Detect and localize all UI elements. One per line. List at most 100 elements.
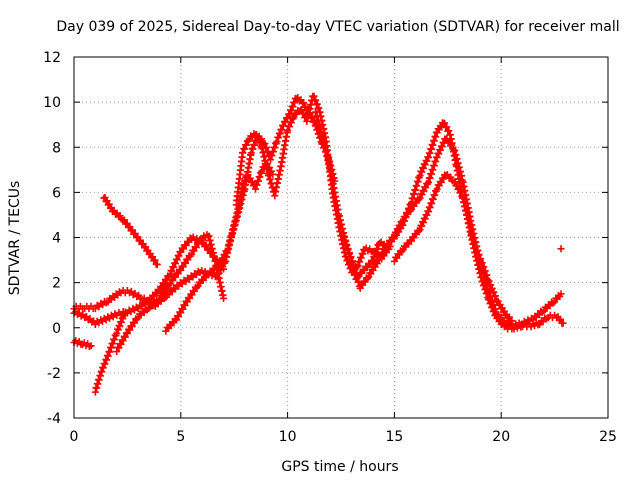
data-point bbox=[123, 329, 131, 337]
data-point bbox=[451, 178, 459, 186]
data-point bbox=[269, 170, 277, 178]
data-point bbox=[287, 107, 295, 115]
data-point bbox=[220, 265, 228, 273]
data-point bbox=[195, 240, 203, 248]
data-point bbox=[131, 319, 139, 327]
data-point bbox=[287, 119, 295, 127]
data-point bbox=[438, 143, 446, 151]
data-point bbox=[173, 256, 181, 264]
x-tick-label: 0 bbox=[70, 429, 79, 445]
data-point bbox=[418, 191, 426, 199]
data-point bbox=[188, 291, 196, 299]
data-point bbox=[151, 256, 159, 264]
axis-ticks: 0 5 10 15 20 25 -4 -2 0 2 4 6 8 10 12 bbox=[43, 50, 617, 445]
data-point bbox=[113, 348, 121, 356]
data-point bbox=[250, 141, 258, 149]
data-point bbox=[421, 215, 429, 223]
y-axis-label: SDTVAR / TECUs bbox=[7, 181, 23, 296]
data-point bbox=[505, 313, 513, 321]
data-point bbox=[155, 296, 163, 304]
data-point bbox=[419, 218, 427, 226]
data-point bbox=[488, 303, 496, 311]
data-point bbox=[143, 306, 151, 314]
data-point bbox=[313, 100, 321, 108]
data-point bbox=[416, 172, 424, 180]
data-point bbox=[441, 119, 449, 127]
data-point bbox=[168, 267, 176, 275]
data-point bbox=[457, 188, 465, 196]
plot-border bbox=[73, 56, 609, 419]
data-point bbox=[221, 251, 229, 259]
data-point bbox=[181, 301, 189, 309]
y-tick-label: 10 bbox=[43, 95, 61, 111]
data-point bbox=[557, 245, 565, 253]
data-point bbox=[217, 258, 225, 266]
x-tick-label: 25 bbox=[599, 429, 617, 445]
data-point bbox=[275, 134, 283, 142]
data-point bbox=[160, 289, 168, 297]
data-point bbox=[310, 118, 318, 126]
data-point bbox=[445, 127, 453, 135]
data-point bbox=[241, 145, 249, 153]
data-point bbox=[359, 250, 367, 258]
data-point bbox=[220, 294, 228, 302]
y-tick-label: -2 bbox=[47, 366, 61, 382]
data-point bbox=[416, 194, 424, 202]
data-point bbox=[433, 153, 441, 161]
data-point bbox=[418, 222, 426, 230]
data-point bbox=[557, 315, 565, 323]
data-point bbox=[256, 138, 264, 146]
data-point bbox=[377, 252, 385, 260]
data-point bbox=[273, 138, 281, 146]
data-point bbox=[121, 333, 129, 341]
data-point bbox=[178, 280, 186, 288]
data-point bbox=[154, 297, 162, 305]
y-tick-label: 0 bbox=[52, 321, 61, 337]
data-point bbox=[215, 262, 223, 270]
data-point bbox=[163, 285, 171, 293]
data-point bbox=[437, 146, 445, 154]
data-point bbox=[502, 321, 510, 329]
data-point bbox=[559, 319, 567, 327]
x-tick-label: 20 bbox=[492, 429, 510, 445]
data-point bbox=[247, 149, 255, 157]
data-point bbox=[214, 263, 222, 271]
data-point bbox=[186, 294, 194, 302]
data-point bbox=[420, 187, 428, 195]
data-point bbox=[170, 263, 178, 271]
data-point bbox=[177, 309, 185, 317]
data-point bbox=[485, 295, 493, 303]
data-point bbox=[190, 247, 198, 255]
data-point bbox=[310, 92, 318, 100]
data-point bbox=[421, 161, 429, 169]
data-point bbox=[82, 312, 90, 320]
data-point bbox=[184, 256, 192, 264]
data-point bbox=[190, 287, 198, 295]
data-point bbox=[291, 99, 299, 107]
data-point bbox=[443, 123, 451, 131]
data-point bbox=[177, 266, 185, 274]
y-tick-label: 12 bbox=[43, 50, 61, 66]
data-point bbox=[286, 111, 294, 119]
data-point bbox=[179, 263, 187, 271]
data-point bbox=[285, 123, 293, 131]
data-point bbox=[375, 256, 383, 264]
data-point bbox=[418, 168, 426, 176]
data-point bbox=[315, 104, 323, 112]
data-point bbox=[453, 181, 461, 189]
data-point bbox=[455, 185, 463, 193]
data-point bbox=[289, 103, 297, 111]
data-point bbox=[422, 184, 430, 192]
data-point bbox=[175, 252, 183, 260]
data-point bbox=[119, 337, 127, 345]
data-point bbox=[160, 280, 168, 288]
data-point bbox=[261, 140, 269, 148]
data-point bbox=[252, 130, 260, 138]
data-point bbox=[379, 249, 387, 257]
data-points bbox=[70, 92, 567, 396]
data-point bbox=[249, 145, 257, 153]
data-point bbox=[192, 271, 200, 279]
data-point bbox=[189, 273, 197, 281]
data-point bbox=[423, 211, 431, 219]
data-point bbox=[356, 258, 364, 266]
